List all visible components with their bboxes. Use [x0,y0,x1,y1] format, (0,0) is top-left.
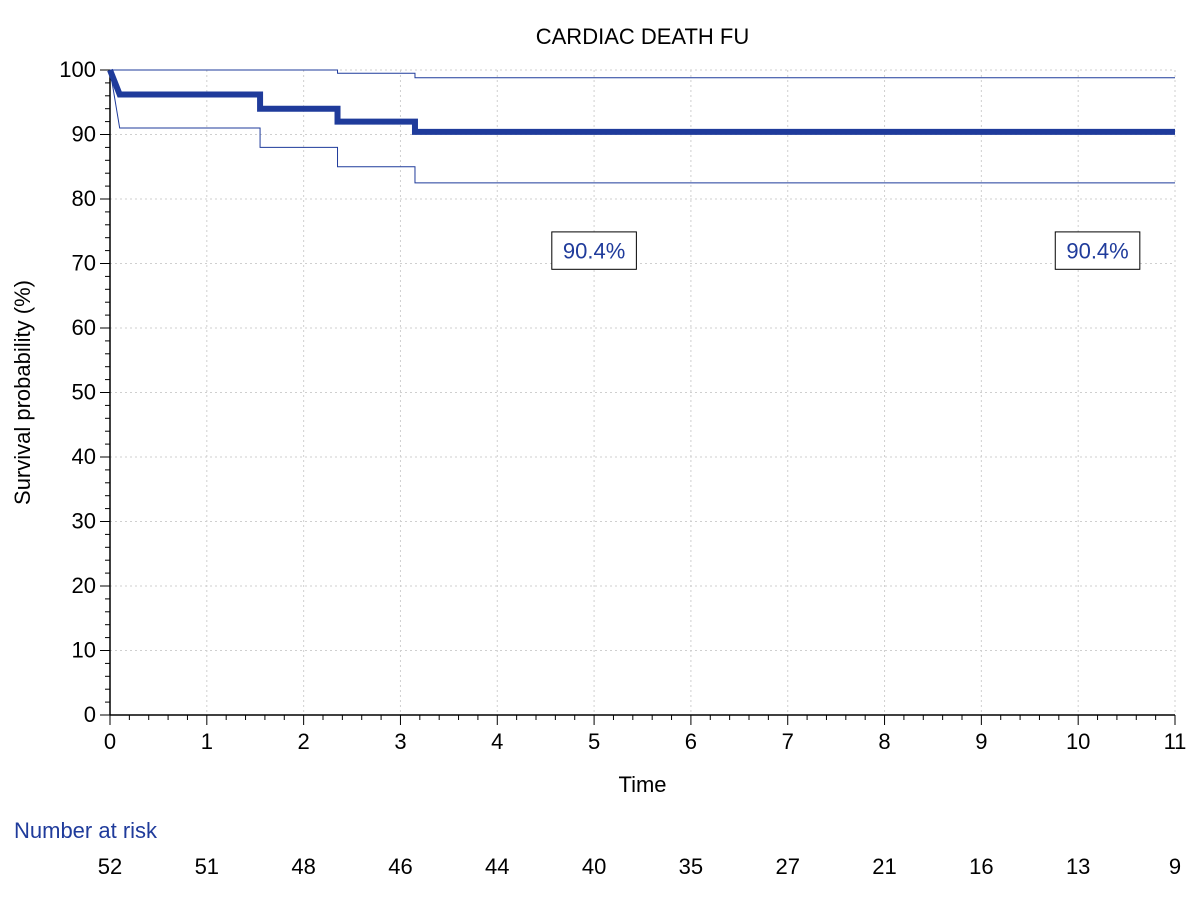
y-tick-label: 60 [72,315,96,340]
y-tick-label: 40 [72,444,96,469]
y-tick-label: 80 [72,186,96,211]
number-at-risk-value: 35 [679,854,703,879]
number-at-risk-value: 21 [872,854,896,879]
y-tick-label: 50 [72,380,96,405]
number-at-risk-value: 13 [1066,854,1090,879]
chart-title: CARDIAC DEATH FU [536,24,750,49]
y-tick-label: 100 [59,57,96,82]
x-tick-label: 1 [201,729,213,754]
number-at-risk-value: 44 [485,854,509,879]
number-at-risk-value: 48 [291,854,315,879]
chart-container: { "chart": { "type": "kaplan-meier-survi… [0,0,1200,900]
annotation-text: 90.4% [563,238,625,263]
x-tick-label: 2 [298,729,310,754]
number-at-risk-value: 40 [582,854,606,879]
y-axis-label: Survival probability (%) [10,280,35,505]
number-at-risk-value: 27 [775,854,799,879]
x-tick-label: 8 [878,729,890,754]
x-tick-label: 3 [394,729,406,754]
y-tick-label: 0 [84,702,96,727]
number-at-risk-value: 16 [969,854,993,879]
number-at-risk-label: Number at risk [14,818,158,843]
number-at-risk-value: 46 [388,854,412,879]
x-tick-label: 5 [588,729,600,754]
y-tick-label: 90 [72,122,96,147]
x-tick-label: 9 [975,729,987,754]
number-at-risk-value: 9 [1169,854,1181,879]
x-tick-label: 7 [782,729,794,754]
y-tick-label: 30 [72,509,96,534]
x-tick-label: 10 [1066,729,1090,754]
x-axis-label: Time [618,772,666,797]
x-tick-label: 4 [491,729,503,754]
y-tick-label: 20 [72,573,96,598]
survival-chart-svg: CARDIAC DEATH FU 0 10 20 30 40 50 60 70 80 90 100 0 1… [0,0,1200,900]
x-tick-label: 0 [104,729,116,754]
x-tick-label: 6 [685,729,697,754]
x-tick-label: 11 [1164,729,1187,754]
annotation-text: 90.4% [1066,238,1128,263]
y-tick-label: 10 [72,638,96,663]
number-at-risk-value: 52 [98,854,122,879]
y-tick-label: 70 [72,251,96,276]
number-at-risk-value: 51 [195,854,219,879]
